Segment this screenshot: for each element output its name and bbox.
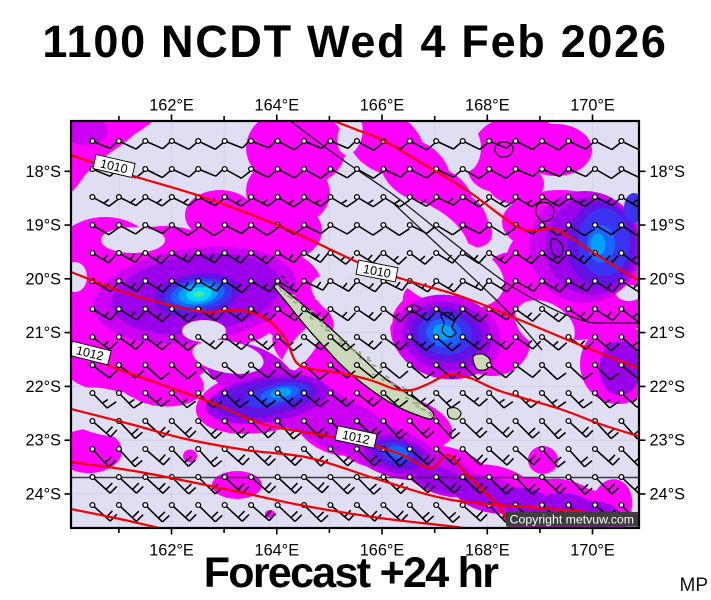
svg-text:21°S: 21°S xyxy=(26,324,62,342)
svg-text:1010: 1010 xyxy=(362,262,392,281)
svg-text:24°S: 24°S xyxy=(26,485,62,503)
svg-text:170°E: 170°E xyxy=(570,542,615,560)
svg-text:Copyright metvuw.com: Copyright metvuw.com xyxy=(510,513,634,527)
svg-text:166°E: 166°E xyxy=(360,97,405,115)
svg-text:Forecast +24 hr: Forecast +24 hr xyxy=(204,549,500,597)
svg-text:1100 NCDT Wed 4 Feb 2026: 1100 NCDT Wed 4 Feb 2026 xyxy=(42,16,667,67)
svg-text:23°S: 23°S xyxy=(26,432,62,450)
svg-text:162°E: 162°E xyxy=(149,542,194,560)
svg-text:22°S: 22°S xyxy=(650,378,686,396)
svg-text:22°S: 22°S xyxy=(26,378,62,396)
svg-text:162°E: 162°E xyxy=(149,97,194,115)
svg-text:MP: MP xyxy=(680,575,709,596)
svg-text:20°S: 20°S xyxy=(26,270,62,288)
svg-text:170°E: 170°E xyxy=(570,97,615,115)
svg-text:18°S: 18°S xyxy=(26,163,62,181)
svg-text:1012: 1012 xyxy=(75,343,105,363)
svg-text:19°S: 19°S xyxy=(26,217,62,235)
svg-text:168°E: 168°E xyxy=(465,542,510,560)
svg-text:164°E: 164°E xyxy=(255,542,300,560)
svg-text:24°S: 24°S xyxy=(650,485,686,503)
svg-text:1012: 1012 xyxy=(341,428,371,447)
svg-text:21°S: 21°S xyxy=(650,324,686,342)
svg-text:164°E: 164°E xyxy=(255,97,300,115)
svg-text:168°E: 168°E xyxy=(465,97,510,115)
svg-text:23°S: 23°S xyxy=(650,432,686,450)
svg-text:166°E: 166°E xyxy=(360,542,405,560)
svg-text:20°S: 20°S xyxy=(650,270,686,288)
svg-text:19°S: 19°S xyxy=(650,217,686,235)
svg-text:1010: 1010 xyxy=(99,157,129,177)
svg-text:18°S: 18°S xyxy=(650,163,686,181)
